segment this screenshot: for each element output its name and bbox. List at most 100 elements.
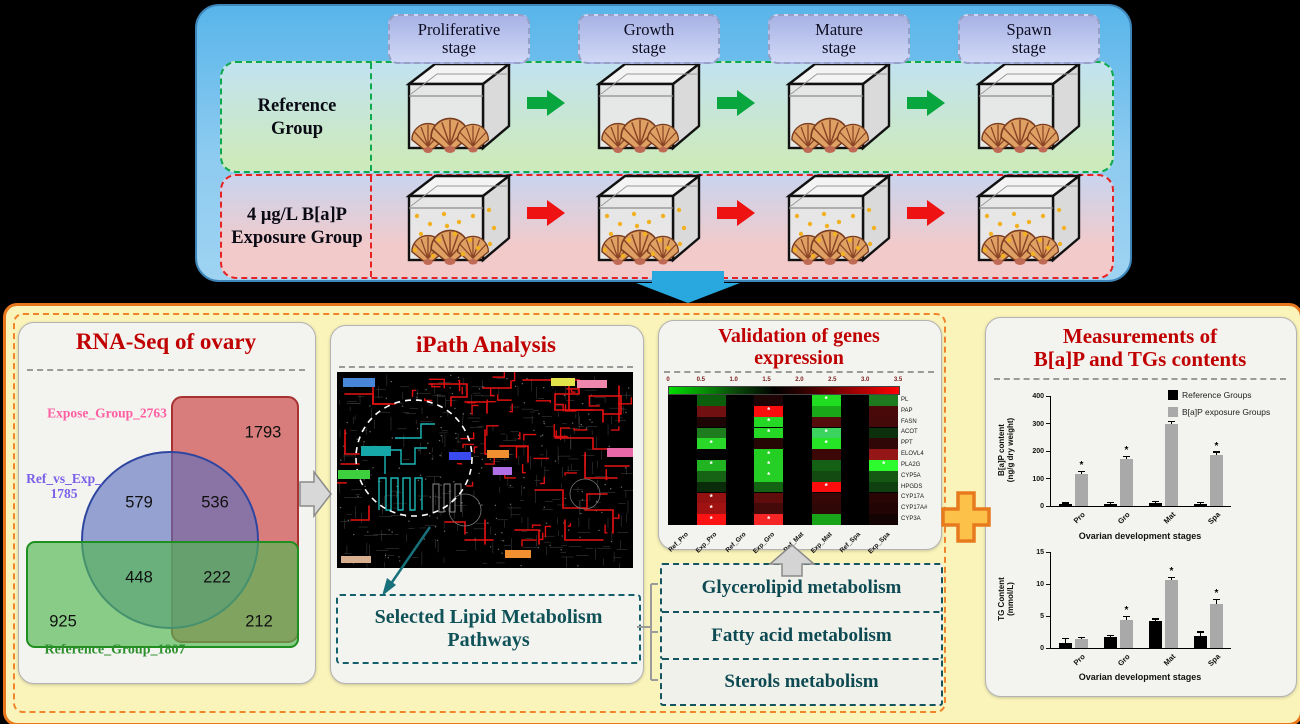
heatmap-column-label: Ref_Mat: [782, 531, 805, 554]
heatmap-cell: [840, 460, 870, 471]
heatmap-cell: *: [811, 395, 841, 406]
venn-count-reference-only: 925: [49, 612, 77, 631]
colorbar: [668, 386, 900, 395]
heatmap-cell: [668, 481, 697, 493]
error-bar: [1216, 600, 1217, 605]
heatmap-cell: *: [869, 460, 898, 471]
heatmap-cell: [783, 481, 812, 493]
venn-count-expose-only: 1793: [244, 423, 282, 442]
colorbar-tick: 2.5: [828, 377, 837, 383]
error-bar: [1110, 503, 1111, 504]
error-bar: [1171, 422, 1172, 425]
heatmap-cell: [869, 481, 898, 493]
significance-star: *: [1214, 440, 1219, 452]
bar: [1075, 639, 1088, 648]
colorbar-tick: 3.5: [893, 377, 903, 383]
error-bar-cap: [1078, 636, 1085, 639]
heatmap-cell: [869, 395, 898, 406]
error-bar-cap: [1168, 576, 1175, 578]
bar: [1165, 424, 1178, 506]
heatmap-gene-label: ACOT: [901, 429, 918, 436]
ipath-map: [337, 372, 633, 568]
heatmap-cell: [840, 514, 870, 525]
error-bar: [1200, 632, 1201, 636]
exposure-group-row: 4 μg/L B[a]P Exposure Group: [220, 174, 1114, 279]
heatmap-column-label: Ref_Gro: [724, 531, 748, 555]
heatmap-cell: [811, 405, 841, 417]
heatmap-cell: *: [696, 438, 726, 450]
error-bar: [1216, 452, 1217, 456]
heatmap-cell: [869, 503, 898, 515]
heatmap-cell: [783, 427, 812, 439]
heatmap-cell: *: [696, 503, 726, 515]
venn-reference-set: [26, 541, 299, 648]
bar: [1210, 455, 1223, 506]
heatmap-cell: [754, 492, 783, 504]
metabolism-box-sterols: Sterols metabolism: [660, 658, 943, 706]
venn-count-comparison-only: 579: [125, 493, 153, 512]
colorbar-tick: 1.0: [729, 377, 738, 383]
stage-chip-spawn: Spawn stage: [958, 14, 1100, 64]
heatmap-cell: [696, 481, 726, 493]
error-bar-cap: [1078, 470, 1085, 472]
heatmap-cell: *: [696, 514, 726, 525]
y-tick-label: 400: [1032, 393, 1044, 400]
legend-swatch-reference: [1168, 390, 1178, 400]
heatmap-cell: *: [811, 481, 841, 493]
heatmap-cell: [869, 492, 898, 504]
error-bar-cap: [1062, 637, 1069, 640]
heatmap-cell: [725, 503, 755, 515]
venn-count-comparison-expose: 536: [201, 493, 229, 512]
heatmap-column-label: Exp_Spa: [866, 531, 892, 556]
bar: [1149, 502, 1162, 506]
error-bar: [1126, 617, 1127, 621]
reference-group-label: Reference Group: [257, 96, 337, 140]
stage-chip-proliferative: Proliferative stage: [388, 14, 530, 64]
heatmap-cell: [725, 460, 755, 471]
exposure-row-divider: [370, 176, 372, 277]
error-bar: [1110, 636, 1111, 638]
heatmap-cell: [696, 449, 726, 460]
heatmap-column-label: Exp_Mat: [809, 531, 834, 555]
heatmap-cell: *: [696, 492, 726, 504]
error-bar: [1126, 457, 1127, 460]
colorbar-tick: 0.5: [696, 377, 706, 383]
error-bar-cap: [1197, 631, 1204, 633]
heatmap-cell: [869, 470, 898, 482]
heatmap-cell: [869, 427, 898, 439]
heatmap-gene-label: PL: [901, 397, 909, 403]
significance-star: *: [1124, 605, 1129, 617]
heatmap-gene-label: CYP3A: [901, 516, 921, 523]
heatmap-gene-label: PAP: [901, 407, 913, 414]
error-bar: [1200, 502, 1201, 504]
heatmap-cell: [840, 492, 870, 504]
heatmap-cell: [668, 460, 697, 471]
bar: [1165, 580, 1178, 648]
heatmap-cell: *: [754, 470, 783, 482]
heatmap-cell: [668, 514, 697, 525]
bar: [1059, 642, 1072, 648]
venn-diagram: [26, 396, 299, 648]
selected-pathways-box: Selected Lipid Metabolism Pathways: [336, 594, 641, 664]
bar: [1194, 503, 1207, 506]
heatmap-cell: [783, 514, 812, 525]
heatmap-cell: [783, 416, 812, 428]
heatmap-cell: [696, 405, 726, 417]
heatmap-cell: *: [754, 514, 783, 525]
heatmap-cell: [783, 492, 812, 504]
error-bar-cap: [1213, 451, 1220, 453]
error-bar-cap: [1107, 634, 1114, 637]
heatmap-cell: [783, 395, 812, 406]
heatmap-cell: [840, 481, 870, 493]
metabolism-box-fatty-acid: Fatty acid metabolism: [660, 611, 943, 660]
heatmap-cell: [811, 416, 841, 428]
colorbar-tick: 2.0: [795, 377, 804, 383]
heatmap-cell: *: [754, 460, 783, 471]
error-bar: [1155, 502, 1156, 503]
tg-chart-ylabel: TG Content (mmol/L): [997, 577, 1016, 621]
heatmap-cell: *: [754, 427, 783, 439]
error-bar-cap: [1062, 502, 1069, 504]
tg-chart-xlabel: Ovarian development stages: [1078, 672, 1202, 682]
heatmap-cell: [840, 438, 870, 450]
reference-row-divider: [370, 63, 372, 171]
